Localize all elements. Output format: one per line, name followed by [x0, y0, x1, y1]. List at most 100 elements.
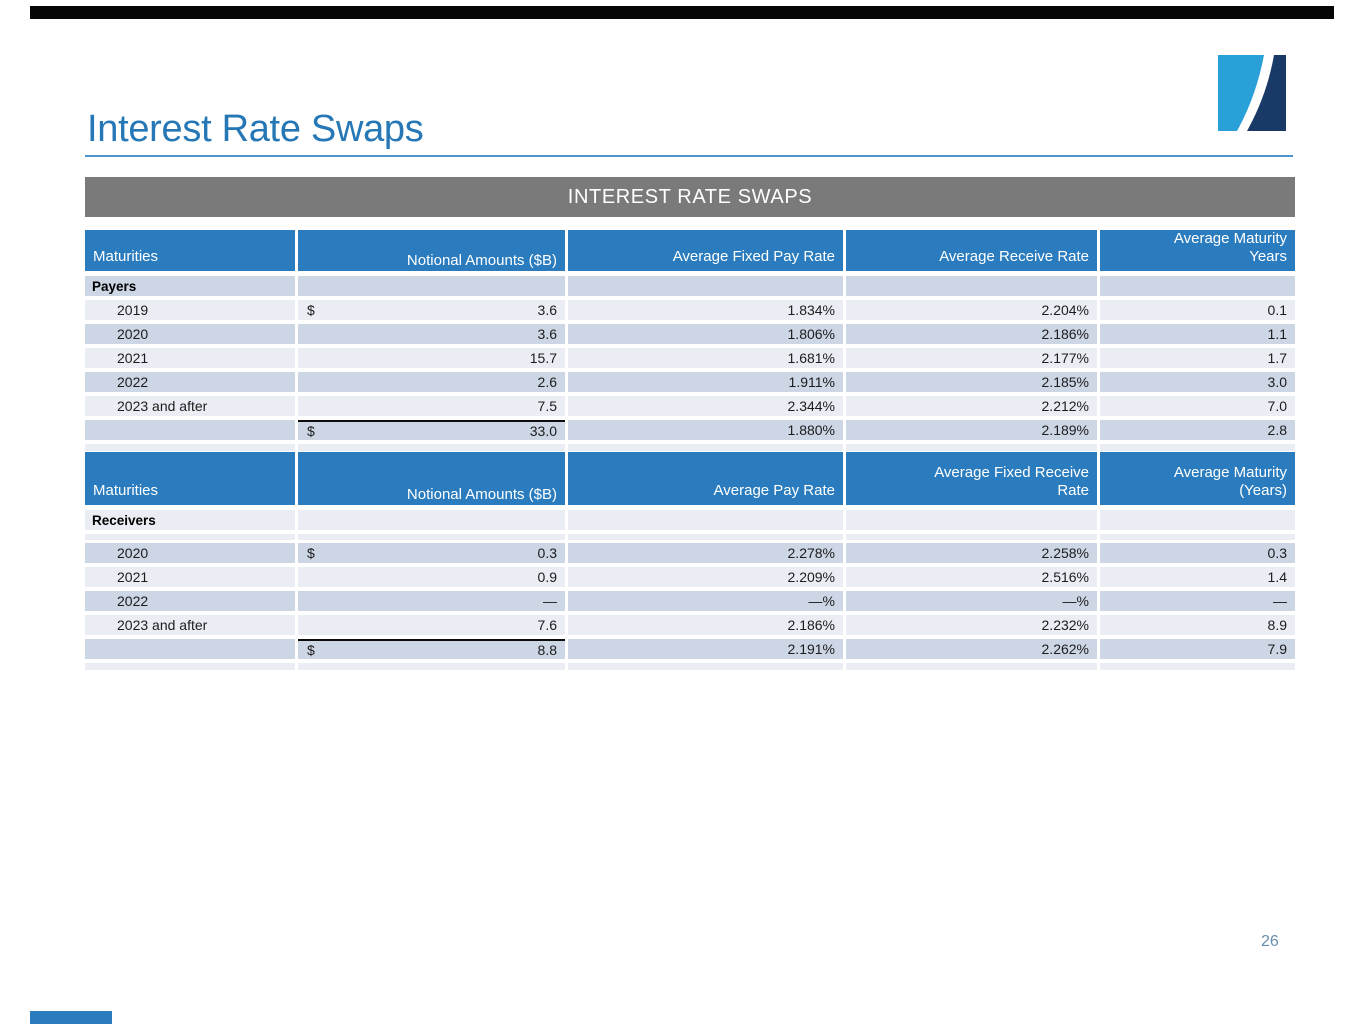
notional-cell: —: [298, 591, 565, 611]
column-header: Average Receive Rate: [846, 230, 1097, 271]
table-banner-title: INTEREST RATE SWAPS: [85, 177, 1295, 217]
maturity-cell: 2023 and after: [85, 615, 295, 635]
notional-value: 3.6: [537, 302, 557, 318]
maturity-cell: 2021: [85, 567, 295, 587]
notional-cell: $8.8: [298, 639, 565, 659]
column-header: Average Maturity (Years): [1100, 452, 1295, 505]
currency-symbol: $: [307, 642, 315, 658]
notional-cell: 7.6: [298, 615, 565, 635]
avg-maturity-cell: 0.1: [1100, 300, 1295, 320]
notional-value: 7.5: [537, 398, 557, 414]
table-row: 2020 $0.3 2.278% 2.258% 0.3: [85, 543, 1295, 563]
group-cell: [1100, 510, 1295, 530]
rate2-cell: 2.186%: [846, 324, 1097, 344]
column-header: Maturities: [85, 230, 295, 271]
avg-maturity-cell: 0.3: [1100, 543, 1295, 563]
rate1-cell: 2.209%: [568, 567, 843, 587]
avg-maturity-cell: 7.9: [1100, 639, 1295, 659]
spacer-cell: [298, 444, 565, 451]
rate1-cell: 2.344%: [568, 396, 843, 416]
avg-maturity-cell: 1.1: [1100, 324, 1295, 344]
group-cell: [1100, 276, 1295, 296]
spacer-cell: [568, 444, 843, 451]
title-divider: [85, 155, 1293, 157]
maturity-cell: 2022: [85, 591, 295, 611]
group-label-row: Payers: [85, 276, 1295, 296]
table-row: 2020 3.6 1.806% 2.186% 1.1: [85, 324, 1295, 344]
spacer-cell: [298, 663, 565, 670]
spacer-cell: [568, 534, 843, 540]
notional-value: 33.0: [529, 423, 557, 439]
spacer-cell: [1100, 663, 1295, 670]
group-cell: [298, 510, 565, 530]
spacer-cell: [85, 444, 295, 451]
total-row: $33.0 1.880% 2.189% 2.8: [85, 420, 1295, 440]
currency-symbol: $: [307, 545, 315, 561]
notional-value: 7.6: [537, 617, 557, 633]
notional-value: 8.8: [537, 642, 557, 658]
rate1-cell: 2.278%: [568, 543, 843, 563]
group-label-row: Receivers: [85, 510, 1295, 530]
spacer-row: [85, 534, 1295, 540]
avg-maturity-cell: 1.7: [1100, 348, 1295, 368]
page-number: 26: [1261, 933, 1279, 950]
rate1-cell: 1.911%: [568, 372, 843, 392]
rate2-cell: 2.185%: [846, 372, 1097, 392]
receivers-table: Maturities Notional Amounts ($B) Average P…: [85, 452, 1295, 674]
group-cell: [298, 276, 565, 296]
spacer-cell: [568, 663, 843, 670]
rate1-cell: —%: [568, 591, 843, 611]
maturity-cell: 2020: [85, 543, 295, 563]
payers-table: Maturities Notional Amounts ($B) Average F…: [85, 230, 1295, 455]
spacer-cell: [846, 444, 1097, 451]
notional-value: 3.6: [537, 326, 557, 342]
rate1-cell: 2.186%: [568, 615, 843, 635]
maturity-cell: 2022: [85, 372, 295, 392]
notional-cell: 0.9: [298, 567, 565, 587]
spacer-cell: [85, 663, 295, 670]
avg-maturity-cell: 3.0: [1100, 372, 1295, 392]
notional-cell: 3.6: [298, 324, 565, 344]
rate1-cell: 2.191%: [568, 639, 843, 659]
company-logo-swoosh-icon: [1218, 55, 1286, 131]
rate2-cell: 2.212%: [846, 396, 1097, 416]
bottom-accent-bar: [30, 1011, 112, 1024]
table-row: 2023 and after 7.6 2.186% 2.232% 8.9: [85, 615, 1295, 635]
table-row: 2021 15.7 1.681% 2.177% 1.7: [85, 348, 1295, 368]
spacer-cell: [846, 534, 1097, 540]
rate2-cell: 2.189%: [846, 420, 1097, 440]
table-row: 2022 2.6 1.911% 2.185% 3.0: [85, 372, 1295, 392]
currency-symbol: $: [307, 302, 315, 318]
rate2-cell: 2.262%: [846, 639, 1097, 659]
rate2-cell: —%: [846, 591, 1097, 611]
page-title: Interest Rate Swaps: [87, 108, 424, 151]
column-header: Average Pay Rate: [568, 452, 843, 505]
column-header: Average Fixed Pay Rate: [568, 230, 843, 271]
maturity-cell: [85, 639, 295, 659]
group-cell: [568, 276, 843, 296]
notional-value: 15.7: [529, 350, 557, 366]
notional-cell: 2.6: [298, 372, 565, 392]
table-row: 2022— —% —% —: [85, 591, 1295, 611]
maturity-cell: 2020: [85, 324, 295, 344]
notional-value: 0.3: [537, 545, 557, 561]
avg-maturity-cell: 1.4: [1100, 567, 1295, 587]
column-header: Maturities: [85, 452, 295, 505]
rate2-cell: 2.232%: [846, 615, 1097, 635]
group-label: Payers: [85, 276, 295, 296]
column-header: Average Fixed Receive Rate: [846, 452, 1097, 505]
avg-maturity-cell: 7.0: [1100, 396, 1295, 416]
rate2-cell: 2.516%: [846, 567, 1097, 587]
currency-symbol: $: [307, 423, 315, 439]
table-header-row: Maturities Notional Amounts ($B) Average F…: [85, 230, 1295, 271]
spacer-cell: [1100, 444, 1295, 451]
maturity-cell: 2019: [85, 300, 295, 320]
spacer-cell: [298, 534, 565, 540]
rate1-cell: 1.880%: [568, 420, 843, 440]
rate2-cell: 2.258%: [846, 543, 1097, 563]
column-header: Average Maturity Years: [1100, 230, 1295, 271]
rate1-cell: 1.806%: [568, 324, 843, 344]
notional-cell: $0.3: [298, 543, 565, 563]
spacer-cell: [846, 663, 1097, 670]
table-row: 2019 $3.6 1.834% 2.204% 0.1: [85, 300, 1295, 320]
